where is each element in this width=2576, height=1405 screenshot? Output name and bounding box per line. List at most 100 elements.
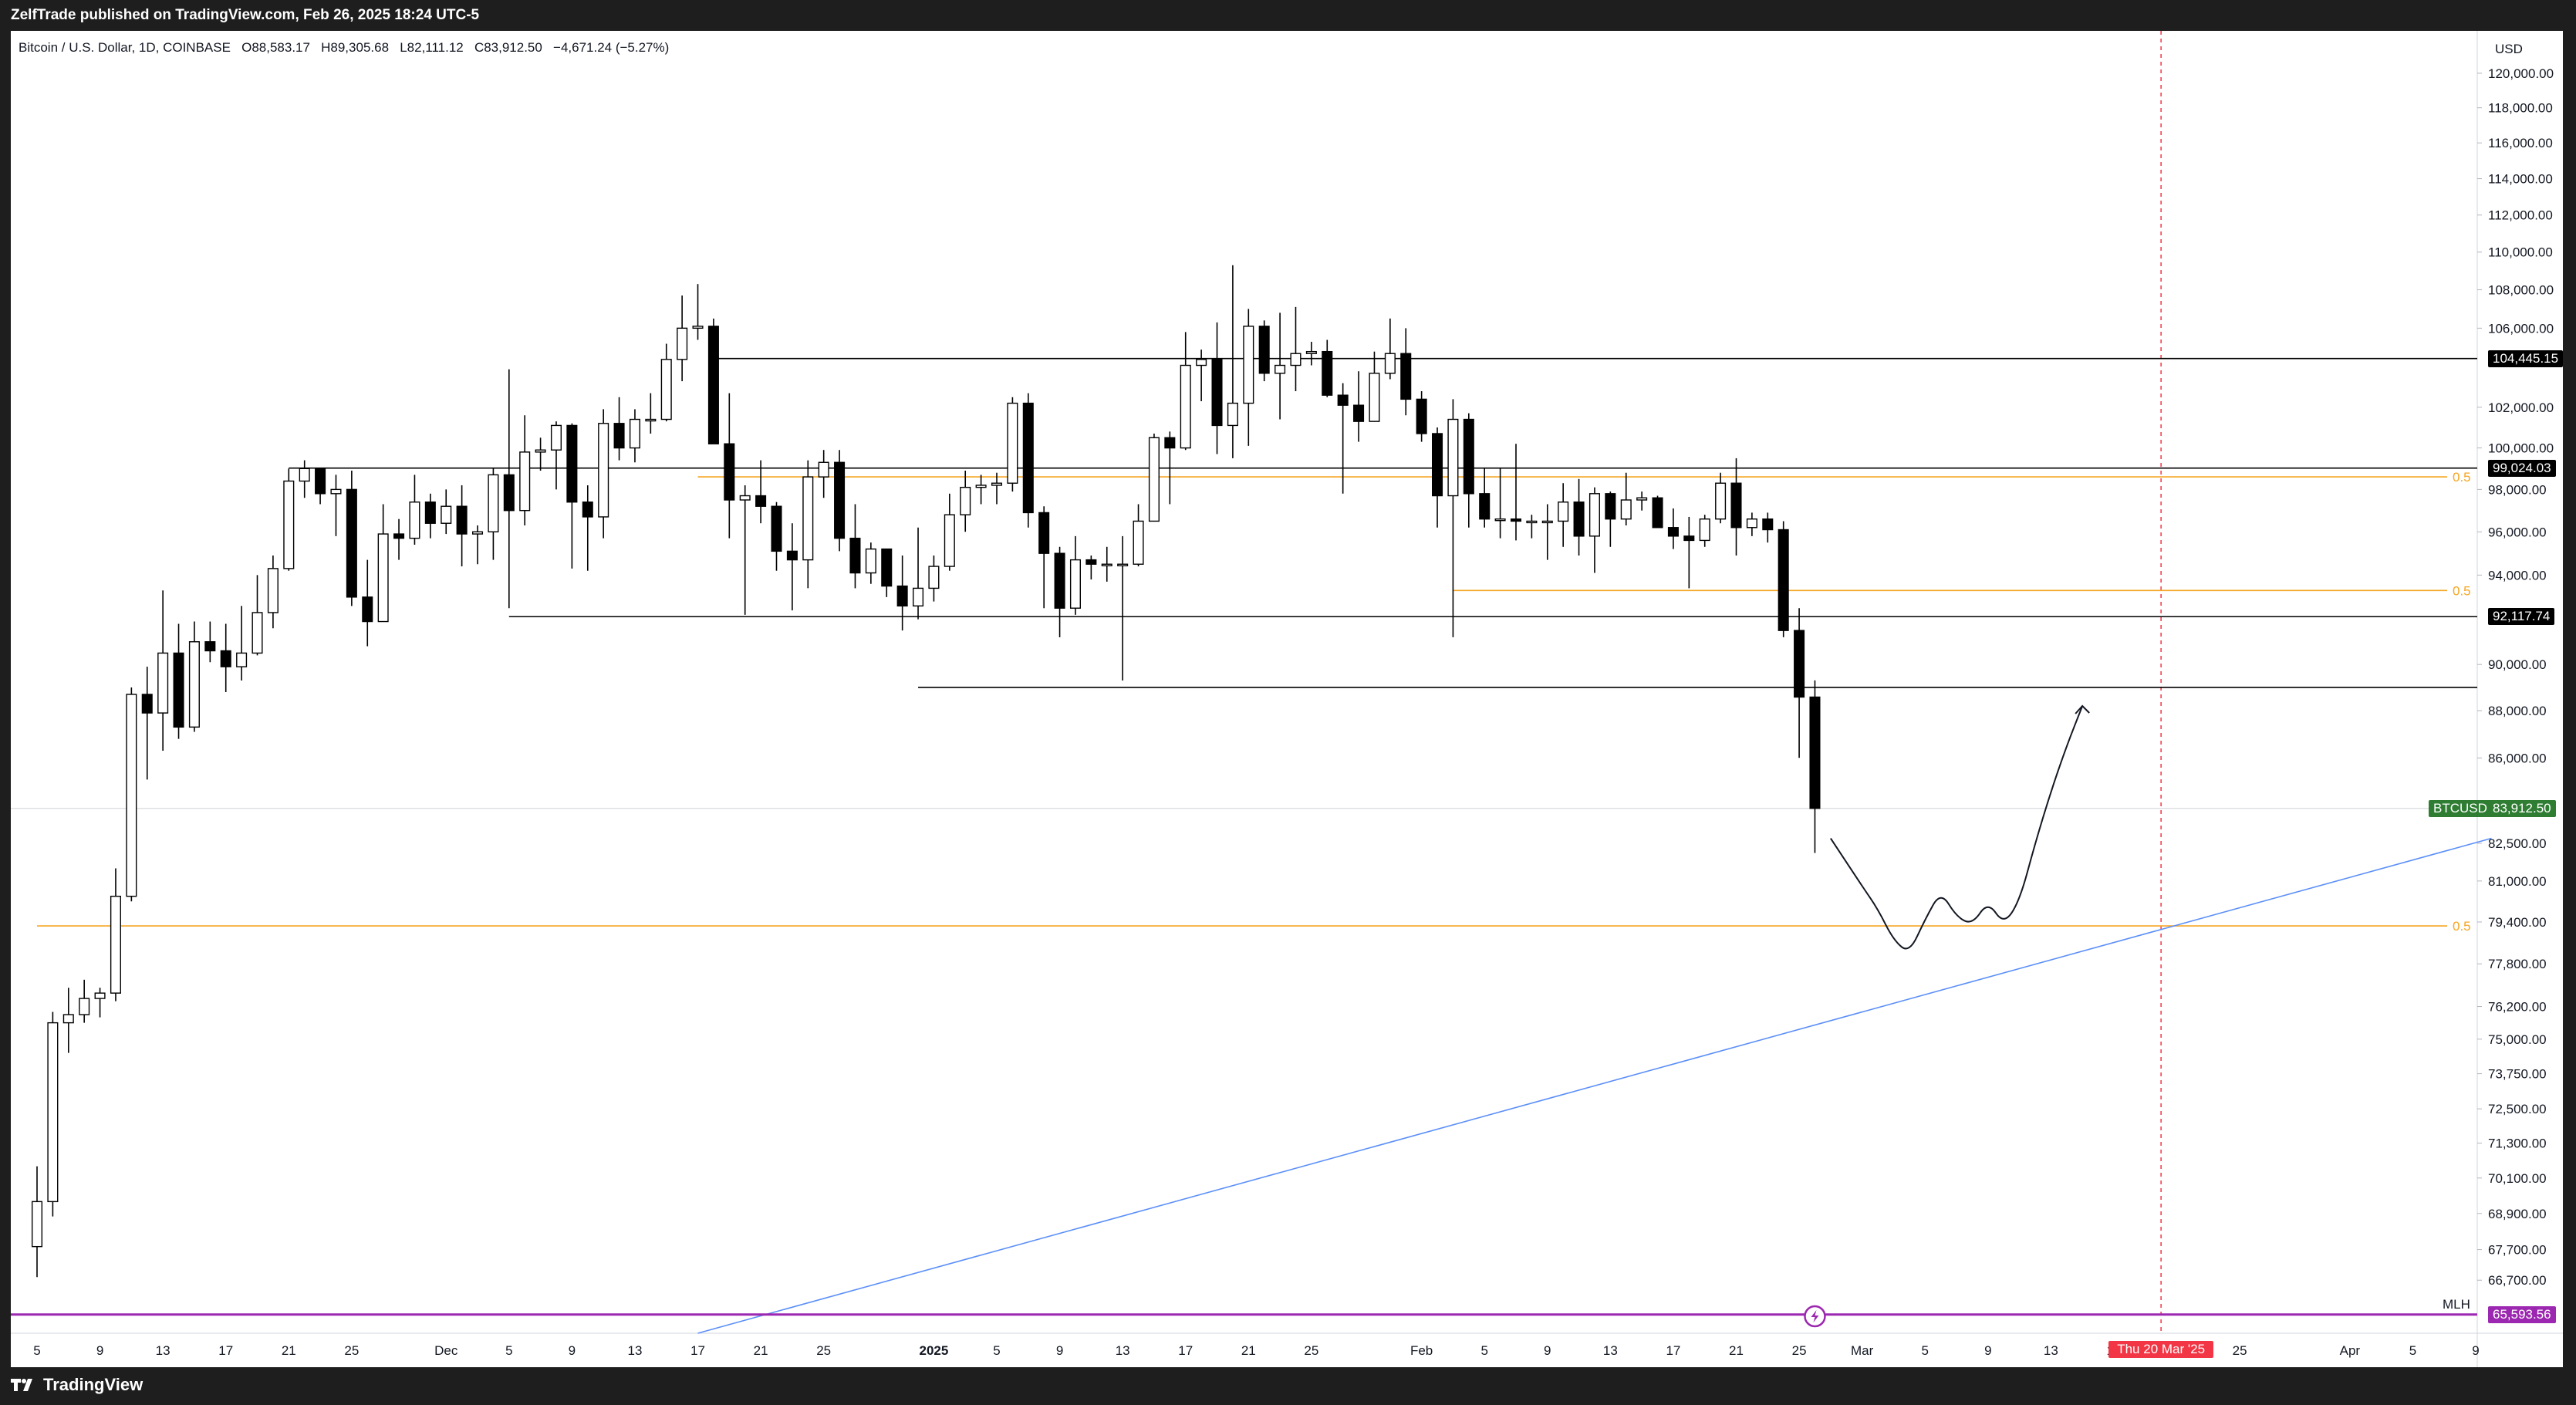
candle-up <box>1384 353 1396 374</box>
candle-down <box>141 694 153 714</box>
price-tick-label: 90,000.00 <box>2488 657 2547 672</box>
price-tick-label: 96,000.00 <box>2488 525 2547 539</box>
time-tick-label: 17 <box>218 1343 233 1358</box>
candle-down <box>582 502 593 518</box>
candle-up <box>1541 520 1553 524</box>
price-tick-label: 118,000.00 <box>2488 101 2553 116</box>
candle-down <box>1337 394 1349 406</box>
candle-down <box>1211 359 1223 427</box>
candle-down <box>786 550 798 561</box>
symbol-tag[interactable]: BTCUSD <box>2429 799 2492 817</box>
axis-currency[interactable]: USD <box>2495 42 2523 56</box>
candle-up <box>488 474 499 532</box>
price-tick-label: 86,000.00 <box>2488 751 2547 765</box>
price-tick-label: 72,500.00 <box>2488 1102 2547 1116</box>
candle-up <box>660 359 672 420</box>
candle-down <box>1353 404 1365 422</box>
price-tick-label: 114,000.00 <box>2488 172 2553 187</box>
price-tick-label: 120,000.00 <box>2488 66 2554 81</box>
ohlc-open: O88,583.17 <box>241 40 310 55</box>
candle-up <box>409 502 420 539</box>
candle-up <box>865 548 876 574</box>
mlh-price-tag[interactable]: 65,593.56 <box>2488 1305 2556 1323</box>
chart-canvas[interactable]: 0.5 0.5 0.5 MLH 120,000.00 118,000.00 116,000.… <box>11 31 2563 1367</box>
candle-down <box>346 488 357 598</box>
price-tick-label: 81,000.00 <box>2488 874 2547 889</box>
candle-up <box>535 449 546 453</box>
price-tick-label: 73,750.00 <box>2488 1067 2547 1082</box>
candle-up <box>1369 373 1380 422</box>
price-level-tag[interactable]: 99,024.03 <box>2488 459 2556 477</box>
candle-up <box>1180 364 1191 449</box>
candle-up <box>818 461 829 478</box>
price-level-tag[interactable]: 92,117.74 <box>2488 608 2555 626</box>
candle-down <box>1730 482 1742 529</box>
candle-down <box>1778 529 1789 631</box>
candle-up <box>519 451 531 512</box>
candle-up <box>1620 499 1632 520</box>
candle-up <box>991 482 1003 486</box>
candle-up <box>377 533 389 623</box>
candle-down <box>1054 552 1065 609</box>
candle-down <box>1510 518 1522 522</box>
price-level-tag[interactable]: 104,445.15 <box>2488 350 2563 367</box>
candle-down <box>1416 398 1427 434</box>
candle-up <box>1069 559 1081 609</box>
cursor-date-tag[interactable]: Thu 20 Mar '25 <box>2108 1341 2214 1358</box>
trendline <box>697 837 2492 1334</box>
time-tick-label: 9 <box>569 1343 576 1358</box>
time-tick-label: 13 <box>156 1343 170 1358</box>
candle-down <box>1667 527 1679 537</box>
price-tick-label: 67,700.00 <box>2488 1243 2547 1258</box>
projection-arrow-icon <box>2075 704 2090 714</box>
candle-down <box>315 468 326 495</box>
price-tick-label: 94,000.00 <box>2488 568 2547 583</box>
price-tick-label: 76,200.00 <box>2488 1000 2547 1015</box>
ohlc-close: C83,912.50 <box>474 40 542 55</box>
price-tick-label: 82,500.00 <box>2488 836 2547 851</box>
footer-brand[interactable]: TradingView <box>11 1375 143 1395</box>
candle-down <box>849 537 861 574</box>
ohlc-low: L82,111.12 <box>400 40 464 55</box>
ohlc-high: H89,305.68 <box>321 40 390 55</box>
candle-up <box>550 424 562 451</box>
time-tick-label: 25 <box>1792 1343 1807 1358</box>
price-tick-label: 68,900.00 <box>2488 1207 2547 1221</box>
price-tick-label: 102,000.00 <box>2488 400 2554 415</box>
time-tick-label: 21 <box>1729 1343 1744 1358</box>
price-tick-label: 75,000.00 <box>2488 1032 2547 1047</box>
last-price-tag[interactable]: 83,912.50 <box>2488 799 2556 817</box>
price-chart[interactable]: 0.5 0.5 0.5 MLH 120,000.00 118,000.00 116,000.… <box>11 31 2563 1367</box>
candle-down <box>1258 326 1270 374</box>
candle-up <box>126 694 137 897</box>
time-tick-label: 25 <box>2233 1343 2247 1358</box>
candle-down <box>834 461 846 539</box>
candle-down <box>1605 493 1616 520</box>
candle-up <box>1588 493 1600 537</box>
time-tick-label: 9 <box>96 1343 103 1358</box>
candle-up <box>645 418 657 422</box>
time-tick-label: 5 <box>33 1343 40 1358</box>
candle-up <box>1227 402 1238 427</box>
time-tick-label: 17 <box>1666 1343 1680 1358</box>
candle-up <box>1558 502 1569 522</box>
time-tick-label: 5 <box>505 1343 512 1358</box>
candle-down <box>503 474 515 512</box>
candle-down <box>1432 433 1443 497</box>
time-tick-label: 13 <box>1116 1343 1130 1358</box>
candle-up <box>1007 402 1018 484</box>
time-tick-label: 9 <box>1984 1343 1991 1358</box>
time-tick-label: 5 <box>1921 1343 1928 1358</box>
time-tick-label: 21 <box>754 1343 768 1358</box>
projection-path <box>1830 705 2084 950</box>
candle-up <box>471 531 484 535</box>
candle-down <box>1683 535 1695 542</box>
candle-up <box>330 488 342 495</box>
candle-down <box>566 424 578 503</box>
candle-down <box>1400 353 1412 400</box>
candle-up <box>802 476 814 561</box>
time-tick-label: Feb <box>1410 1343 1433 1358</box>
candle-up <box>1699 518 1710 542</box>
fib-level-label: 0.5 <box>2453 470 2471 485</box>
price-tick-label: 98,000.00 <box>2488 482 2547 497</box>
